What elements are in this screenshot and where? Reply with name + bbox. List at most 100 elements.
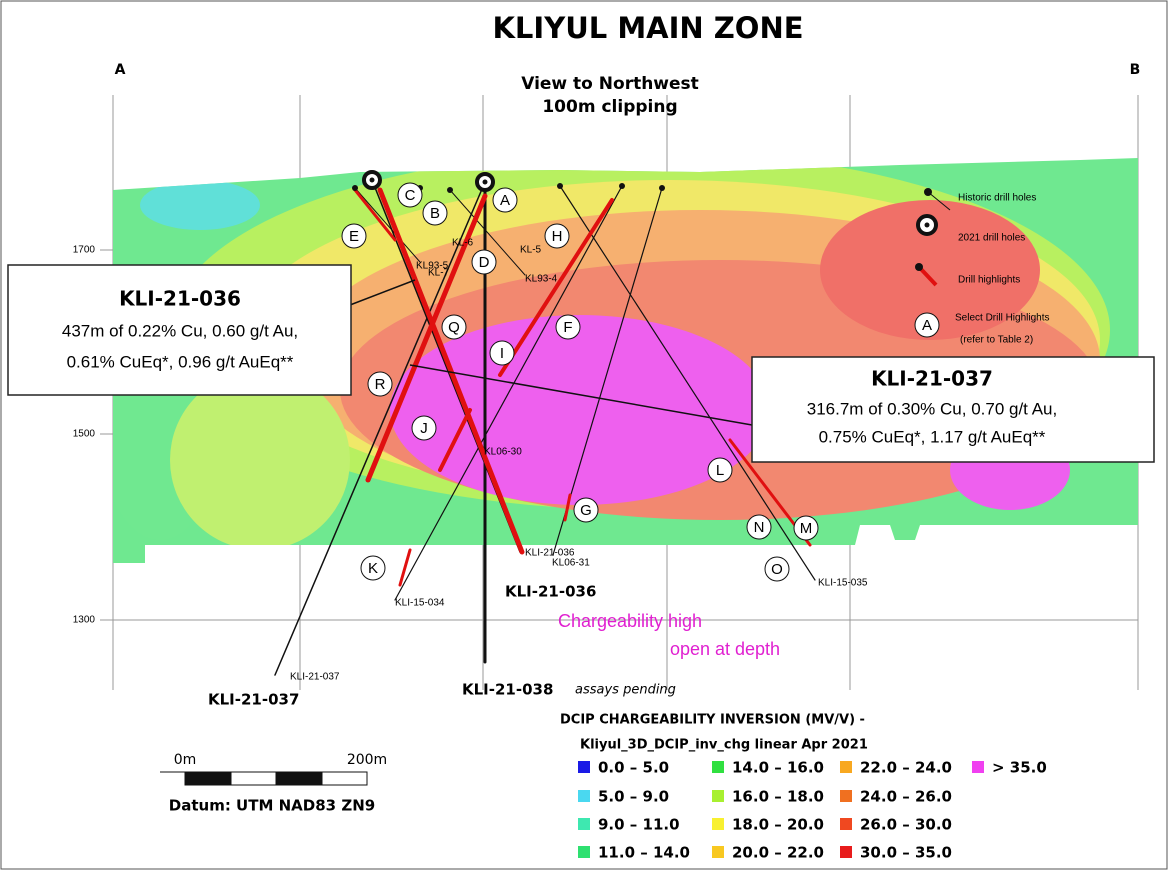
callout-leaders [349, 279, 753, 426]
annotation: open at depth [670, 639, 780, 659]
highlight-letter: D [479, 254, 490, 271]
legend-item: (refer to Table 2) [960, 335, 1033, 346]
highlight-marker [489, 340, 515, 366]
color-swatch [972, 761, 984, 773]
callout-title: KLI-21-036 [119, 287, 241, 311]
callout-title: KLI-21-037 [871, 367, 993, 391]
highlight-letter: M [800, 520, 813, 537]
hole-label: KLI-15-035 [818, 578, 868, 589]
highlight-letter: G [580, 502, 592, 519]
highlight-marker [441, 314, 467, 340]
drill-traces [274, 170, 816, 676]
symbol-legend: Historic drill holes 2021 drill holes Dr… [914, 188, 1049, 346]
hole-label: KLI-21-036 [525, 548, 575, 559]
highlight-marker [793, 515, 819, 541]
color-class: 26.0 – 30.0 [860, 816, 952, 834]
highlight-letter: Q [448, 319, 460, 336]
highlight-marker [367, 371, 393, 397]
color-swatch [712, 818, 724, 830]
pending-note: assays pending [575, 683, 676, 698]
color-class: 0.0 – 5.0 [598, 759, 669, 777]
color-class: 20.0 – 22.0 [732, 844, 824, 862]
color-class: 22.0 – 24.0 [860, 759, 952, 777]
color-class: 18.0 – 20.0 [732, 816, 824, 834]
highlight-marker [471, 249, 497, 275]
colorbar-subtitle: Kliyul_3D_DCIP_inv_chg linear Apr 2021 [580, 738, 868, 753]
scale-bar [160, 771, 368, 786]
highlight-letter: A [500, 192, 510, 209]
highlight-marker [360, 555, 386, 581]
color-class: > 35.0 [992, 759, 1047, 777]
highlight-letter: B [430, 205, 440, 222]
scale-tick: 200m [347, 752, 387, 768]
color-swatch [712, 846, 724, 858]
elevation-label: 1500 [73, 429, 96, 440]
color-swatch [840, 761, 852, 773]
highlight-letter: R [375, 376, 386, 393]
hole-label: KL06-31 [552, 558, 590, 569]
color-swatch [578, 790, 590, 802]
color-class: 9.0 – 11.0 [598, 816, 680, 834]
callout-text: 437m of 0.22% Cu, 0.60 g/t Au, [62, 321, 298, 340]
section-end: A [115, 62, 126, 78]
highlight-marker [341, 223, 367, 249]
color-class: 24.0 – 26.0 [860, 788, 952, 806]
color-class: 14.0 – 16.0 [732, 759, 824, 777]
legend-item: Historic drill holes [958, 193, 1036, 204]
view-label: 100m clipping [542, 97, 677, 117]
color-swatch [578, 818, 590, 830]
highlight-letter: I [500, 345, 504, 362]
highlight-letter: E [349, 228, 359, 245]
highlight-letter: C [405, 187, 416, 204]
callout: KLI-21-036 437m of 0.22% Cu, 0.60 g/t Au… [7, 264, 352, 396]
legend-symbol: A [922, 317, 932, 334]
callout: KLI-21-037 316.7m of 0.30% Cu, 0.70 g/t … [751, 356, 1155, 463]
highlight-letter: J [420, 420, 428, 437]
elevation-label: 1700 [73, 245, 96, 256]
highlight-letter: H [552, 228, 563, 245]
hole-name: KLI-21-038 [462, 681, 553, 699]
highlight-marker [764, 556, 790, 582]
scale-tick: 0m [174, 752, 197, 768]
color-class: 11.0 – 14.0 [598, 844, 690, 862]
highlight-marker [492, 187, 518, 213]
highlight-letter: O [771, 561, 783, 578]
datum: Datum: UTM NAD83 ZN9 [169, 797, 375, 815]
title: KLIYUL MAIN ZONE [492, 11, 803, 45]
hole-label: KL93-4 [525, 274, 558, 285]
hole-label: KLI-21-037 [290, 672, 340, 683]
color-swatch [840, 846, 852, 858]
color-swatch [712, 761, 724, 773]
color-class: 16.0 – 18.0 [732, 788, 824, 806]
hole-label: KL-6 [452, 238, 474, 249]
highlight-marker [411, 415, 437, 441]
callout-text: 316.7m of 0.30% Cu, 0.70 g/t Au, [807, 399, 1057, 418]
highlight-marker [422, 200, 448, 226]
highlight-marker [746, 514, 772, 540]
color-class: 5.0 – 9.0 [598, 788, 669, 806]
view-label: View to Northwest [521, 74, 699, 94]
highlight-letter: K [368, 560, 378, 577]
legend-item: Drill highlights [958, 275, 1020, 286]
color-swatch [712, 790, 724, 802]
hole-name: KLI-21-036 [505, 583, 596, 601]
color-swatch [578, 846, 590, 858]
color-swatch [840, 790, 852, 802]
color-swatch [578, 761, 590, 773]
callout-text: 0.61% CuEq*, 0.96 g/t AuEq** [67, 352, 294, 371]
elevation-label: 1300 [73, 615, 96, 626]
colorbar-title: DCIP CHARGEABILITY INVERSION (MV/V) - [560, 713, 865, 728]
hole-label: KL93-5 [416, 261, 449, 272]
highlight-marker [573, 497, 599, 523]
hole-label: KL-7 [428, 268, 450, 279]
highlight-marker [707, 457, 733, 483]
highlight-letter: F [563, 319, 572, 336]
section-end: B [1130, 62, 1141, 78]
color-swatch [840, 818, 852, 830]
hole-label: KL-5 [520, 245, 542, 256]
legend-item: 2021 drill holes [958, 233, 1025, 244]
callout-text: 0.75% CuEq*, 1.17 g/t AuEq** [819, 427, 1046, 446]
highlight-marker [555, 314, 581, 340]
hole-label: KL06-30 [484, 447, 522, 458]
